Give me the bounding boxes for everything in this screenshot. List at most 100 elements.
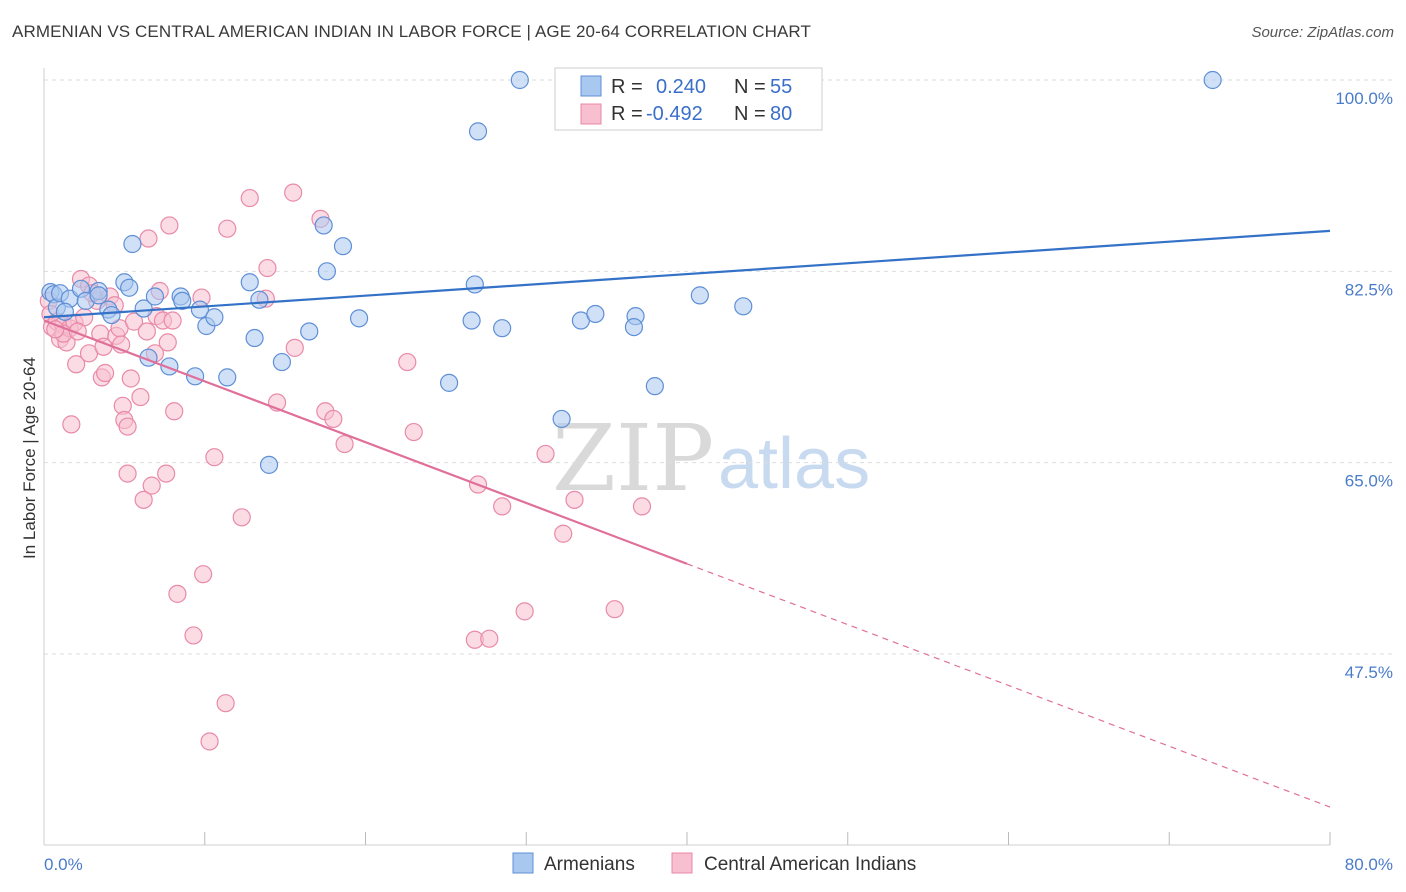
central-point-10 <box>67 355 86 374</box>
central-point-52 <box>232 508 251 527</box>
trend-lines <box>43 229 1331 808</box>
legend-r-label-central: R = <box>611 103 643 125</box>
central-point-72 <box>565 490 584 509</box>
armenians-point-38 <box>465 275 484 294</box>
armenians-point-31 <box>300 322 319 341</box>
central-point-71 <box>554 524 573 543</box>
central-point-39 <box>157 464 176 483</box>
central-point-31 <box>134 490 153 509</box>
central-point-42 <box>163 311 182 330</box>
y-tick-label-0: 100.0% <box>1335 89 1393 108</box>
central-point-33 <box>139 229 158 248</box>
central-point-32 <box>137 322 156 341</box>
central-point-67 <box>480 629 499 648</box>
central-point-51 <box>218 219 237 238</box>
central-point-79 <box>121 369 140 388</box>
legend-n-value-central: 80 <box>770 103 792 125</box>
armenians-point-33 <box>317 262 337 281</box>
central-point-29 <box>124 312 144 331</box>
armenians-point-25 <box>218 368 237 387</box>
central-point-70 <box>536 444 555 464</box>
armenians-points <box>41 70 1222 474</box>
armenians-point-27 <box>245 328 264 348</box>
source-label: Source: ZipAtlas.com <box>1251 24 1394 41</box>
armenians-point-35 <box>349 309 369 328</box>
central-point-76 <box>46 320 65 339</box>
armenians-point-39 <box>468 122 488 141</box>
central-point-43 <box>165 402 184 421</box>
legend-r-label-armenians: R = <box>611 76 643 98</box>
legend-n-value-armenians: 55 <box>770 76 792 98</box>
armenians-point-32 <box>314 216 333 235</box>
y-tick-labels: 100.0% 82.5% 65.0% 47.5% <box>1335 89 1393 682</box>
armenians-point-46 <box>624 317 644 337</box>
watermark-atlas: atlas <box>718 424 870 504</box>
armenians-point-24 <box>205 308 224 327</box>
central-point-63 <box>398 352 417 372</box>
armenians-point-40 <box>493 319 512 338</box>
central-point-45 <box>184 626 203 645</box>
central-point-19 <box>95 363 115 383</box>
bottom-legend: Armenians Central American Indians <box>512 852 916 875</box>
armenians-point-37 <box>462 311 481 330</box>
central-point-61 <box>324 409 343 429</box>
armenians-point-47 <box>645 377 664 396</box>
central-point-73 <box>605 600 624 619</box>
central-point-30 <box>131 387 150 407</box>
central-point-62 <box>335 434 354 454</box>
central-point-58 <box>285 338 304 357</box>
central-point-47 <box>194 565 213 584</box>
central-point-50 <box>216 694 235 713</box>
legend-swatch-armenians <box>580 75 602 97</box>
chart-title: ARMENIAN VS CENTRAL AMERICAN INDIAN IN L… <box>12 22 811 41</box>
central-point-49 <box>205 448 224 467</box>
central-point-55 <box>258 258 277 278</box>
legend-r-value-central: -0.492 <box>646 103 703 125</box>
armenians-point-36 <box>439 373 459 392</box>
central-point-57 <box>284 183 303 202</box>
bottom-legend-swatch-armenians <box>512 852 534 874</box>
central-point-69 <box>515 602 534 621</box>
central-point-74 <box>632 497 652 516</box>
legend-n-label-central: N = <box>734 103 766 125</box>
armenians-point-34 <box>333 237 353 256</box>
central-trend-line-solid <box>43 319 688 565</box>
x-tick-labels: 0.0% 80.0% <box>44 855 1393 874</box>
y-tick-label-2: 65.0% <box>1345 472 1393 491</box>
central-point-44 <box>168 584 187 603</box>
y-axis-label: In Labor Force | Age 20-64 <box>20 357 39 559</box>
armenians-point-44 <box>586 304 605 324</box>
x-tick-label-0: 0.0% <box>44 855 83 874</box>
armenians-point-50 <box>1203 70 1222 90</box>
legend-n-label-armenians: N = <box>734 76 766 98</box>
armenians-point-29 <box>259 455 279 474</box>
central-point-64 <box>404 422 423 442</box>
armenians-point-26 <box>240 273 259 292</box>
armenians-point-21 <box>186 367 205 386</box>
armenians-point-14 <box>123 234 142 254</box>
armenians-point-13 <box>120 278 139 297</box>
top-legend: R = 0.240 N = 55 R = -0.492 N = 80 <box>554 67 823 131</box>
legend-r-value-armenians: 0.240 <box>656 76 706 98</box>
armenians-point-17 <box>145 287 165 306</box>
central-point-41 <box>160 216 179 235</box>
legend-swatch-central <box>580 103 602 125</box>
central-point-48 <box>200 732 219 751</box>
central-point-34 <box>142 476 161 495</box>
x-tick-label-1: 80.0% <box>1345 855 1393 874</box>
bottom-legend-central: Central American Indians <box>704 854 916 875</box>
armenians-point-11 <box>102 305 121 325</box>
armenians-point-22 <box>190 300 210 319</box>
armenians-point-20 <box>173 291 192 310</box>
central-point-68 <box>493 497 512 516</box>
x-ticks <box>204 832 1331 845</box>
central-trend-line-dashed <box>686 563 1331 808</box>
armenians-point-48 <box>690 286 709 305</box>
central-point-28 <box>118 464 137 483</box>
armenians-point-30 <box>272 352 292 372</box>
armenians-point-28 <box>250 290 269 309</box>
grid <box>44 79 1395 655</box>
armenians-point-10 <box>89 286 108 305</box>
armenians-point-5 <box>55 302 74 321</box>
